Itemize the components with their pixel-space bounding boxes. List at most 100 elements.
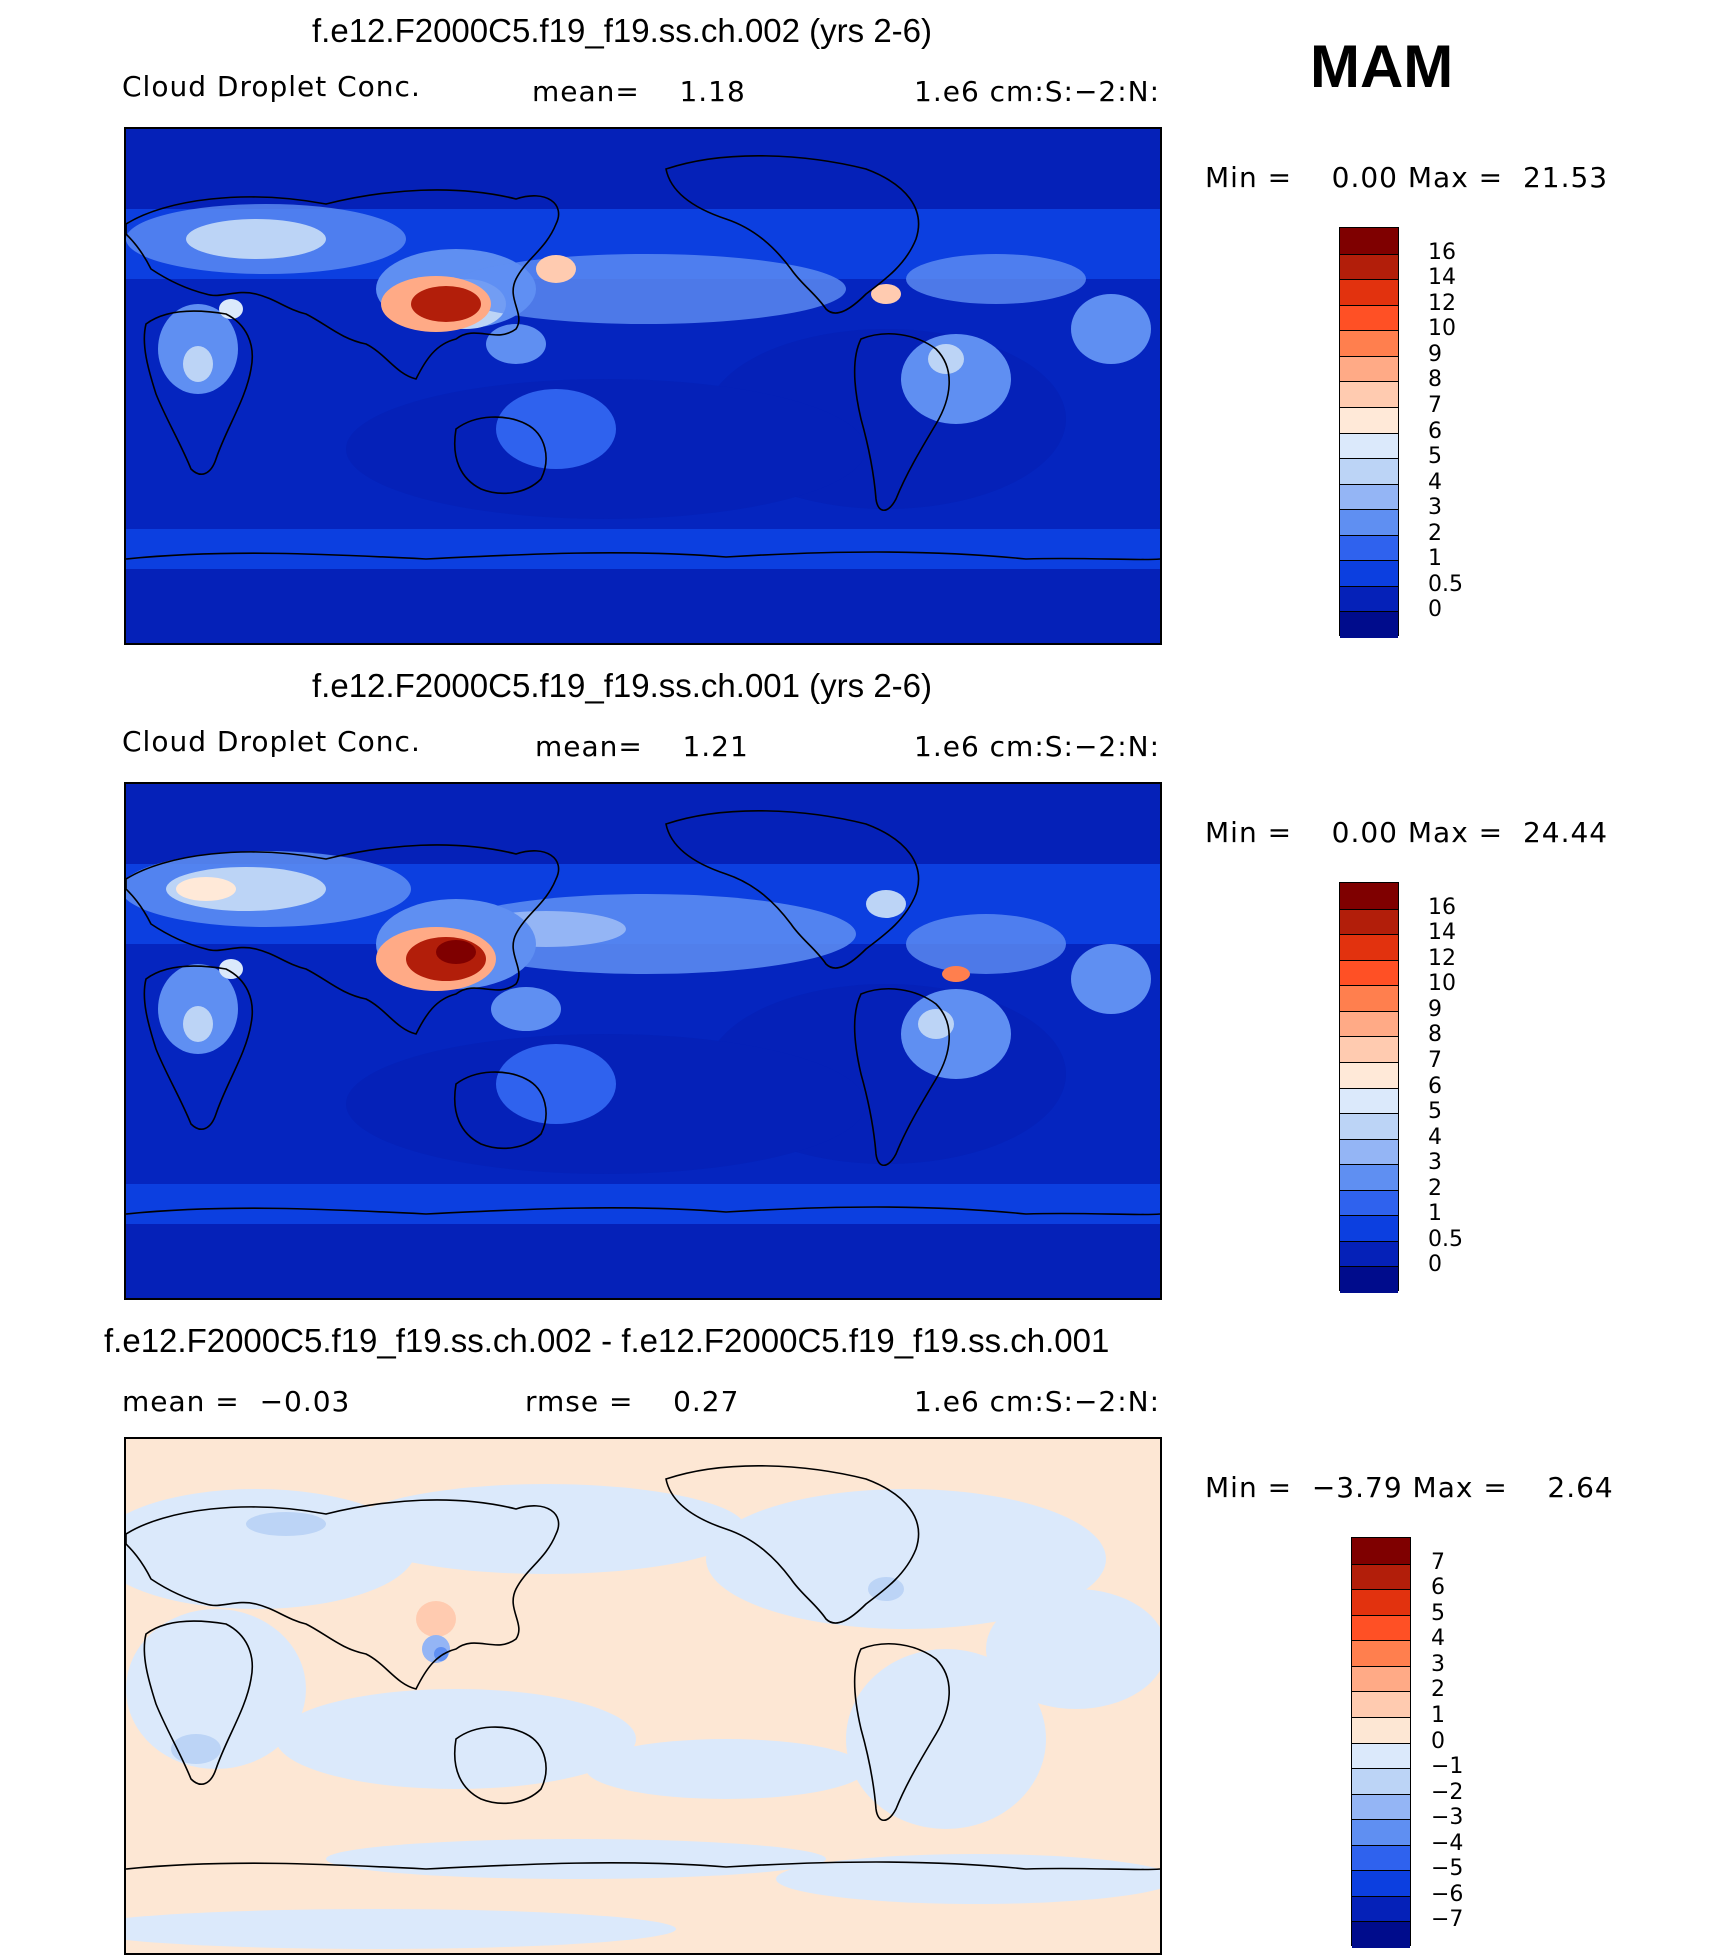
colorbar-swatch [1340, 381, 1398, 408]
colorbar-swatch [1340, 406, 1398, 433]
colorbar-box [1351, 1537, 1411, 1948]
panel-2-mean-label: mean= 1.21 [535, 730, 749, 763]
colorbar-tick-label: 4 [1431, 1626, 1445, 1652]
colorbar-swatch [1340, 1164, 1398, 1191]
season-label: MAM [1310, 33, 1454, 100]
colorbar-swatch [1340, 1036, 1398, 1063]
colorbar-tick-label: 3 [1431, 1651, 1445, 1677]
coastline-outline [143, 1620, 253, 1785]
colorbar-tick-label: 4 [1428, 469, 1442, 495]
colorbar-swatch [1340, 1010, 1398, 1037]
colorbar-tick-label: 0 [1428, 597, 1442, 623]
colorbar-swatch [1340, 432, 1398, 459]
colorbar-swatch [1352, 1589, 1410, 1616]
colorbar-tick-label: −4 [1431, 1830, 1464, 1856]
colorbar-tick-label: 7 [1428, 1047, 1442, 1073]
colorbar-swatch [1340, 279, 1398, 306]
panel-2-title: f.e12.F2000C5.f19_f19.ss.ch.001 (yrs 2-6… [312, 667, 933, 704]
colorbar-swatch [1352, 1793, 1410, 1820]
coastline-outline [665, 1465, 920, 1624]
panel-1-map-field [126, 129, 1160, 643]
panel-2-variable-label: Cloud Droplet Conc. [122, 725, 421, 758]
colorbar-box [1339, 227, 1399, 638]
colorbar-tick-label: 6 [1428, 1073, 1442, 1099]
colorbar-tick-label: 10 [1428, 316, 1456, 342]
colorbar-swatch [1352, 1563, 1410, 1590]
colorbar-swatch [1352, 1819, 1410, 1846]
colorbar-swatch [1340, 1266, 1398, 1293]
colorbar-swatch [1340, 304, 1398, 331]
colorbar-swatch [1352, 1691, 1410, 1718]
coastline-outline [665, 155, 920, 314]
colorbar-tick-label: 6 [1428, 418, 1442, 444]
colorbar-tick-label: 3 [1428, 1150, 1442, 1176]
panel-1-minmax: Min = 0.00 Max = 21.53 [1205, 161, 1609, 194]
colorbar-tick-label: 1 [1431, 1702, 1445, 1728]
colorbar-swatch [1340, 1215, 1398, 1242]
colorbar-tick-label: −5 [1431, 1856, 1464, 1882]
colorbar-tick-label: 0.5 [1428, 1226, 1463, 1252]
colorbar-swatch [1340, 330, 1398, 357]
colorbar-tick-label: 14 [1428, 265, 1456, 291]
panel-1-mean-label: mean= 1.18 [532, 75, 746, 108]
colorbar-tick-label: 2 [1428, 1175, 1442, 1201]
colorbar-swatch [1340, 534, 1398, 561]
panel-1-variable-label: Cloud Droplet Conc. [122, 70, 421, 103]
colorbar-tick-label: 1 [1428, 546, 1442, 572]
colorbar-swatch [1352, 1844, 1410, 1871]
colorbar-swatch [1352, 1640, 1410, 1667]
coastline-outline [143, 965, 253, 1130]
colorbar-swatch [1340, 1240, 1398, 1267]
colorbar-tick-label: 5 [1428, 444, 1442, 470]
colorbar-swatch [1340, 560, 1398, 587]
colorbar-tick-label: 5 [1428, 1099, 1442, 1125]
coastline-outline [126, 1206, 1160, 1216]
colorbar-swatch [1340, 483, 1398, 510]
coastline-outline [665, 810, 920, 969]
panel-1-title: f.e12.F2000C5.f19_f19.ss.ch.002 (yrs 2-6… [312, 12, 933, 49]
colorbar-swatch [1340, 1189, 1398, 1216]
colorbar-swatch [1340, 585, 1398, 612]
colorbar-tick-label: 4 [1428, 1124, 1442, 1150]
colorbar-tick-label: −6 [1431, 1881, 1464, 1907]
coastline-outline [143, 310, 253, 475]
colorbar-swatch [1352, 1614, 1410, 1641]
coastline-outline [454, 1071, 547, 1150]
colorbar-tick-label: 12 [1428, 290, 1456, 316]
coastline-outline [853, 333, 950, 512]
colorbar-swatch [1352, 1895, 1410, 1922]
colorbar-swatch [1340, 228, 1398, 255]
colorbar-tick-label: 8 [1428, 1022, 1442, 1048]
colorbar-tick-label: 6 [1431, 1575, 1445, 1601]
colorbar-tick-label: 0.5 [1428, 571, 1463, 597]
colorbar-tick-label: −7 [1431, 1907, 1464, 1933]
colorbar-tick-label: 0 [1431, 1728, 1445, 1754]
coastline-outline [126, 189, 560, 380]
colorbar-swatch [1340, 611, 1398, 638]
colorbar-tick-label: 2 [1428, 520, 1442, 546]
panel-3-units-label: 1.e6 cm:S:−2:N: [914, 1385, 1161, 1418]
colorbar-tick-label: −1 [1431, 1754, 1464, 1780]
panel-3-title: f.e12.F2000C5.f19_f19.ss.ch.002 - f.e12.… [104, 1322, 1110, 1359]
colorbar-swatch [1340, 1061, 1398, 1088]
colorbar-tick-label: 8 [1428, 367, 1442, 393]
colorbar-tick-label: 9 [1428, 996, 1442, 1022]
colorbar-swatch [1340, 1113, 1398, 1140]
coastline-outline [126, 551, 1160, 561]
coastline-outline [126, 1861, 1160, 1871]
colorbar-swatch [1352, 1921, 1410, 1948]
coastline-outline [454, 1726, 547, 1805]
colorbar-swatch [1340, 908, 1398, 935]
panel-2-units-label: 1.e6 cm:S:−2:N: [914, 730, 1161, 763]
panel-3-minmax: Min = −3.79 Max = 2.64 [1205, 1471, 1614, 1504]
colorbar-swatch [1340, 509, 1398, 536]
colorbar-swatch [1340, 934, 1398, 961]
colorbar-tick-label: 1 [1428, 1201, 1442, 1227]
colorbar-tick-label: 7 [1428, 392, 1442, 418]
coastline-outline [126, 844, 560, 1035]
colorbar-tick-label: 5 [1431, 1600, 1445, 1626]
colorbar-swatch [1340, 1087, 1398, 1114]
panel-3-mean-label: mean = −0.03 [122, 1385, 351, 1418]
colorbar-swatch [1340, 253, 1398, 280]
colorbar-tick-label: 16 [1428, 239, 1456, 265]
